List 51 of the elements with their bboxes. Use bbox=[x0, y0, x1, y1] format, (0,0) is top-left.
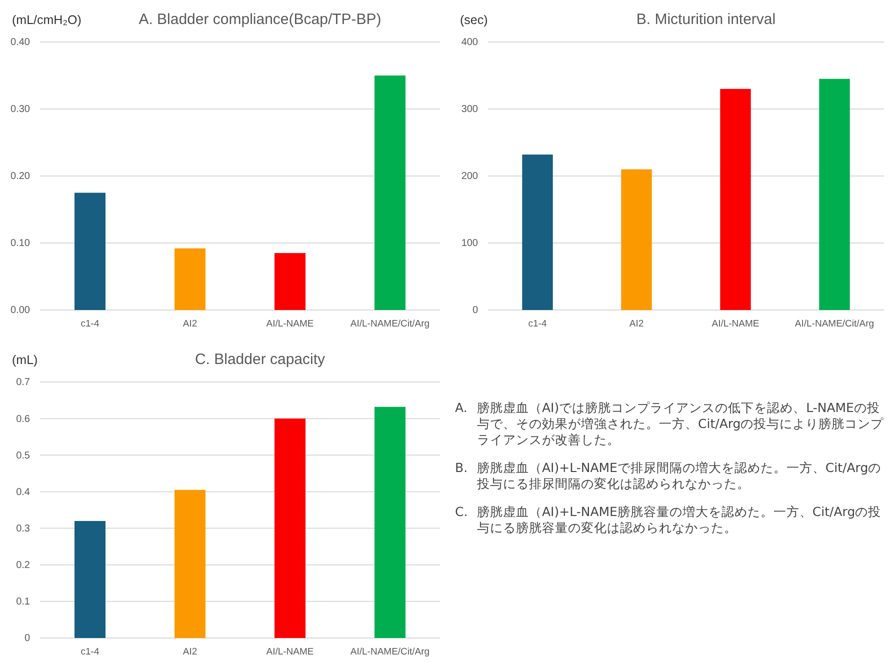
x-tick-label: AI/L-NAME bbox=[266, 646, 314, 658]
y-tick-label: 400 bbox=[461, 37, 478, 48]
bar bbox=[819, 78, 850, 310]
bar bbox=[621, 169, 652, 310]
x-tick-label: c1-4 bbox=[80, 318, 100, 330]
y-tick-label: 0.30 bbox=[10, 104, 30, 116]
y-tick-label: 0.4 bbox=[16, 486, 30, 498]
bar bbox=[174, 490, 206, 638]
text: C. 膀胱虚血（AI)+L-NAME膀胱容量の増大を認めた。一方、Cit/Argの投与にる膀胱容量の変化は認められなかった。 bbox=[455, 504, 882, 536]
bar bbox=[74, 192, 106, 310]
y-tick-label: 0.40 bbox=[10, 37, 30, 48]
text: A. 膀胱虚血（AI)では膀胱コンプライアンスの低下を認め、L-NAMEの投与で、その効果が増強された。一方、Cit/Argの投与により膀胱コンプライアンスが改善した。 bbox=[455, 400, 885, 448]
y-axis-title: (mL/cmH₂O) bbox=[12, 13, 82, 27]
bar bbox=[74, 520, 106, 638]
bar bbox=[720, 88, 751, 310]
bar bbox=[522, 154, 553, 310]
y-tick-label: 200 bbox=[461, 171, 478, 182]
x-tick-label: AI/L-NAME/Cit/Arg bbox=[794, 318, 874, 330]
x-tick-label: AI/L-NAME bbox=[712, 318, 760, 330]
y-axis-title: (mL) bbox=[12, 353, 38, 367]
x-tick-label: AI/L-NAME/Cit/Arg bbox=[350, 646, 430, 658]
x-tick-label: AI/L-NAME bbox=[266, 318, 314, 330]
text: B. 膀胱虚血（AI)+L-NAMEで排尿間隔の増大を認めた。一方、Cit/Argの投与にる排尿間隔の変化は認められなかった。 bbox=[455, 460, 882, 492]
y-tick-label: 0.5 bbox=[16, 450, 30, 462]
chart-title: A. Bladder compliance(Bcap/TP-BP) bbox=[138, 11, 382, 28]
y-tick-label: 0.2 bbox=[16, 560, 30, 572]
y-tick-label: 0.6 bbox=[16, 414, 30, 425]
y-tick-label: 0.20 bbox=[10, 171, 30, 182]
bar bbox=[374, 406, 406, 638]
y-tick-label: 0.00 bbox=[10, 305, 30, 316]
x-tick-label: c1-4 bbox=[80, 646, 100, 658]
bar bbox=[274, 253, 306, 310]
y-tick-label: 0 bbox=[24, 633, 30, 644]
x-tick-label: c1-4 bbox=[528, 318, 547, 330]
y-tick-label: 300 bbox=[461, 104, 478, 116]
bar bbox=[374, 76, 406, 310]
y-axis-title: (sec) bbox=[460, 13, 488, 27]
bar bbox=[274, 418, 306, 638]
y-tick-label: 0.1 bbox=[16, 596, 30, 608]
x-tick-label: AI2 bbox=[182, 318, 198, 330]
y-tick-label: 0.7 bbox=[16, 377, 30, 388]
chart-title: B. Micturition interval bbox=[636, 11, 776, 28]
bar bbox=[174, 248, 206, 310]
y-tick-label: 100 bbox=[461, 238, 478, 250]
y-tick-label: 0.10 bbox=[10, 238, 30, 250]
y-tick-label: 0.3 bbox=[16, 523, 30, 534]
x-tick-label: AI/L-NAME/Cit/Arg bbox=[350, 318, 430, 330]
chart-title: C. Bladder capacity bbox=[194, 351, 326, 368]
y-tick-label: 0 bbox=[472, 305, 478, 316]
x-tick-label: AI2 bbox=[629, 318, 644, 330]
x-tick-label: AI2 bbox=[182, 646, 198, 658]
